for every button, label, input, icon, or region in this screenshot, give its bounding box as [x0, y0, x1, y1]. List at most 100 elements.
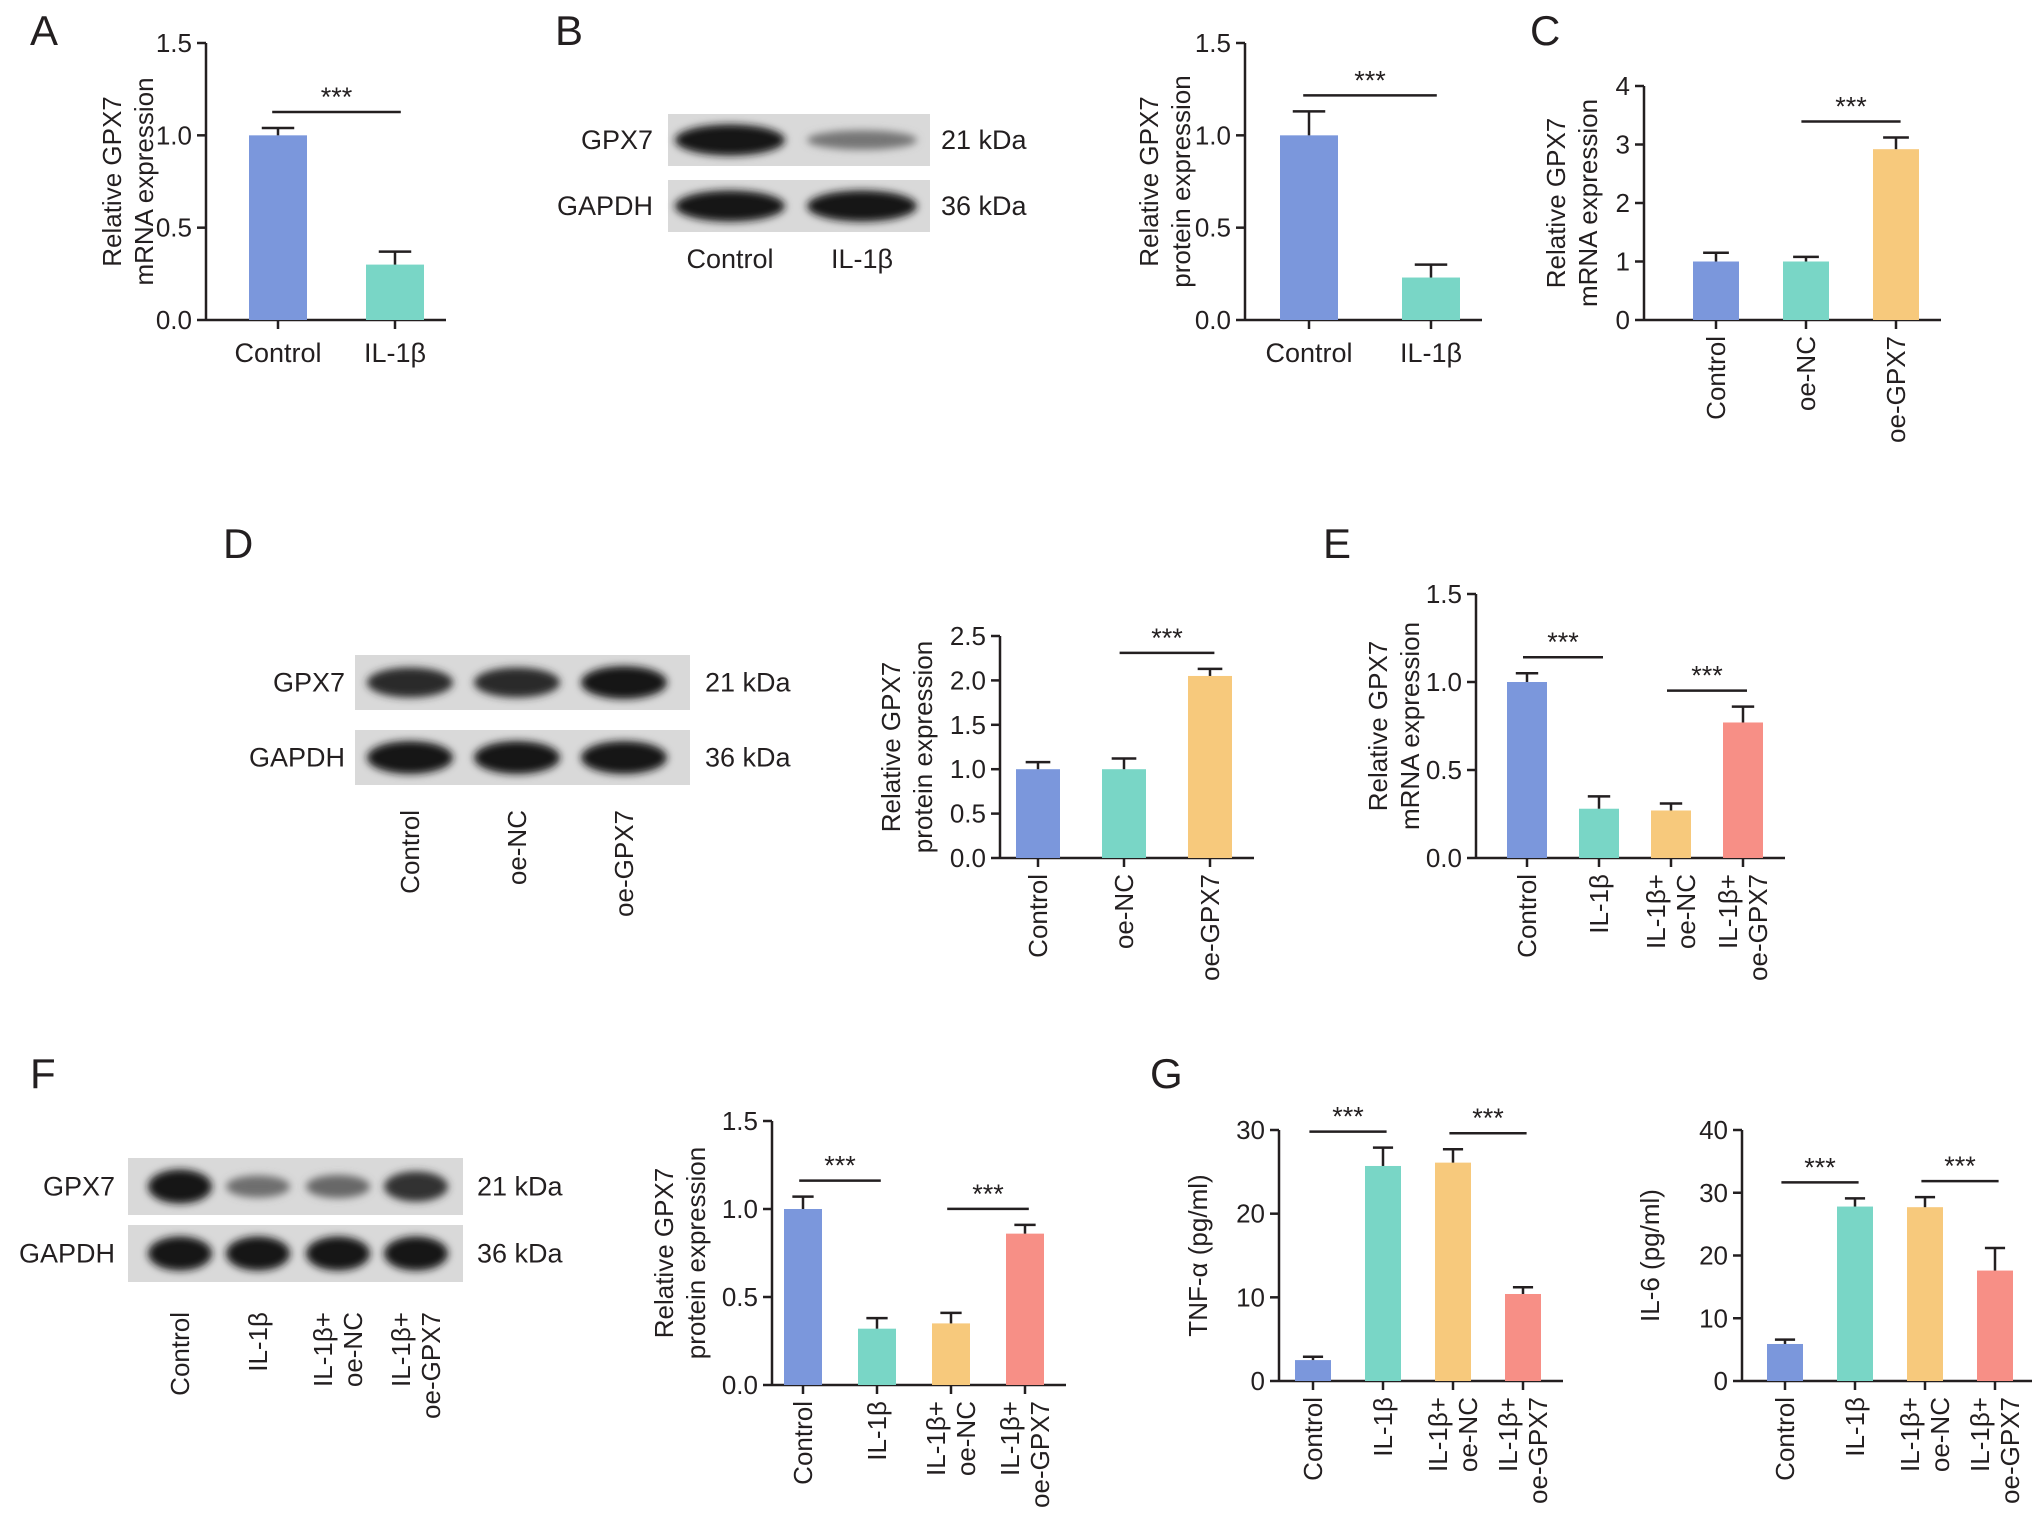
x-tick-label: IL-1β+: [921, 1401, 951, 1476]
bar-G1-2: [1435, 1162, 1471, 1381]
y-tick-label: 1.5: [950, 710, 986, 740]
panel-letter-f: F: [30, 1050, 56, 1097]
significance-stars: ***: [1332, 1102, 1364, 1132]
blot-kda-label: 21 kDa: [705, 668, 792, 698]
x-tick-label: IL-1β+: [995, 1401, 1025, 1476]
blot-lane-label: Control: [165, 1312, 195, 1396]
y-tick-label: 20: [1236, 1199, 1265, 1229]
y-tick-label: 1.0: [950, 754, 986, 784]
bar-C-2: [1873, 149, 1919, 320]
chart-D: 0.0 0.5 1.0 1.5 2.0 2.5 Relative GPX7 protein e…: [876, 621, 1254, 981]
y-tick-label: 1.0: [722, 1194, 758, 1224]
bar-G2-3: [1977, 1270, 2013, 1381]
y-tick-label: 1.0: [1195, 120, 1231, 150]
significance-stars: ***: [1354, 65, 1386, 95]
blot-band: [367, 741, 453, 774]
blot-kda-label: 36 kDa: [477, 1239, 564, 1269]
y-tick-label: 10: [1699, 1303, 1728, 1333]
x-tick-label: IL-1β+: [1965, 1397, 1995, 1472]
significance-stars: ***: [1547, 627, 1579, 657]
y-tick-label: 0.0: [1195, 305, 1231, 335]
x-tick-label: Control: [1512, 874, 1542, 958]
y-tick-label: 1.5: [156, 28, 192, 58]
blot-lane-label: IL-1β: [831, 244, 893, 274]
y-axis-label: Relative GPX7: [649, 1168, 679, 1339]
bar-F-1: [858, 1328, 896, 1385]
y-tick-label: 1.0: [1426, 667, 1462, 697]
western-blot-D: GPX7 21 kDa GAPDH 36 kDa Control oe-NC oe-GPX7: [249, 655, 792, 917]
y-tick-label: 20: [1699, 1241, 1728, 1271]
y-tick-label: 0.0: [950, 843, 986, 873]
x-tick-label: Control: [234, 338, 321, 368]
y-tick-label: 1.5: [722, 1106, 758, 1136]
x-tick-label: oe-GPX7: [1195, 874, 1225, 981]
x-tick-label: oe-GPX7: [1995, 1397, 2025, 1504]
blot-band: [807, 190, 917, 222]
y-axis-label: Relative GPX7: [97, 96, 127, 267]
panel-letter-g: G: [1150, 1050, 1183, 1097]
x-tick-label: IL-1β: [1368, 1397, 1398, 1457]
y-tick-label: 2.5: [950, 621, 986, 651]
y-axis-label: Relative GPX7: [1541, 118, 1571, 289]
blot-band: [581, 666, 667, 699]
blot-band: [384, 1236, 448, 1271]
panel-letter-d: D: [223, 520, 253, 567]
blot-band: [807, 130, 917, 150]
significance-stars: ***: [1804, 1152, 1836, 1182]
x-tick-label: IL-1β: [1400, 338, 1462, 368]
bar-D-1: [1102, 769, 1146, 858]
y-tick-label: 0.5: [722, 1282, 758, 1312]
x-tick-label: Control: [1770, 1397, 1800, 1481]
bar-C-0: [1693, 261, 1739, 320]
panel-letter-b: B: [555, 7, 583, 54]
bar-G1-0: [1295, 1360, 1331, 1381]
y-tick-label: 40: [1699, 1115, 1728, 1145]
chart-E: 0.0 0.5 1.0 1.5 Relative GPX7 mRNA expression…: [1363, 579, 1785, 981]
y-axis-label: protein expression: [681, 1147, 711, 1359]
blot-lane-label: IL-1β: [243, 1312, 273, 1372]
bar-A-1: [366, 264, 424, 320]
y-tick-label: 0: [1251, 1366, 1265, 1396]
blot-row-label: GPX7: [43, 1172, 115, 1202]
blot-kda-label: 21 kDa: [941, 125, 1028, 155]
blot-kda-label: 36 kDa: [705, 743, 792, 773]
y-tick-label: 30: [1699, 1178, 1728, 1208]
bar-D-2: [1188, 675, 1232, 858]
x-tick-label: Control: [1265, 338, 1352, 368]
chart-F: 0.0 0.5 1.0 1.5 Relative GPX7 protein express…: [649, 1106, 1066, 1508]
bar-C-1: [1783, 261, 1829, 320]
x-tick-label: IL-1β+: [1713, 874, 1743, 949]
bar-E-3: [1723, 722, 1763, 858]
blot-band: [581, 741, 667, 774]
y-tick-label: 10: [1236, 1282, 1265, 1312]
bar-E-1: [1579, 808, 1619, 858]
blot-band: [474, 667, 560, 698]
y-tick-label: 2: [1616, 188, 1630, 218]
y-tick-label: 4: [1616, 71, 1630, 101]
x-tick-label: IL-1β: [1840, 1397, 1870, 1457]
bar-D-0: [1016, 769, 1060, 858]
significance-stars: ***: [321, 82, 353, 112]
bar-F-3: [1006, 1233, 1044, 1385]
x-tick-label: IL-1β+: [1641, 874, 1671, 949]
x-tick-label: Control: [1023, 874, 1053, 958]
blot-band: [226, 1236, 290, 1271]
blot-row-label: GAPDH: [249, 743, 345, 773]
x-tick-label: oe-GPX7: [1025, 1401, 1055, 1508]
x-tick-label: IL-1β: [1584, 874, 1614, 934]
blot-band: [148, 1236, 212, 1271]
y-axis-label: mRNA expression: [129, 77, 159, 285]
blot-band: [367, 667, 453, 698]
bar-F-2: [932, 1323, 970, 1385]
y-axis-label: Relative GPX7: [876, 662, 906, 833]
x-tick-label: Control: [1298, 1397, 1328, 1481]
significance-stars: ***: [824, 1151, 856, 1181]
blot-row-label: GAPDH: [19, 1239, 115, 1269]
x-tick-label: oe-NC: [1453, 1397, 1483, 1472]
chart-C: 0 1 2 3 4 Relative GPX7 mRNA expression Control…: [1541, 71, 1941, 443]
significance-stars: ***: [1944, 1151, 1976, 1181]
y-tick-label: 1.5: [1426, 579, 1462, 609]
x-tick-label: oe-NC: [1671, 874, 1701, 949]
